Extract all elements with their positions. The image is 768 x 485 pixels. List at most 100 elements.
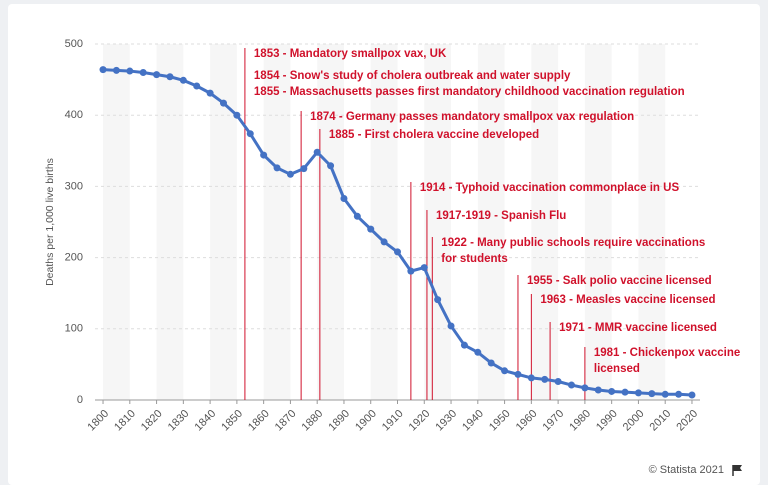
- x-tick-label: 1940: [460, 408, 486, 434]
- x-tick-label: 1830: [166, 408, 192, 434]
- band: [317, 44, 344, 400]
- x-tick-label: 1890: [326, 408, 352, 434]
- x-tick-label: 1800: [85, 408, 111, 434]
- y-tick-label: 0: [77, 394, 83, 406]
- x-tick-label: 1960: [514, 408, 540, 434]
- data-point: [434, 296, 442, 304]
- annotation-text: 1981 - Chickenpox vaccine: [594, 347, 740, 359]
- data-point: [594, 386, 602, 394]
- data-point: [420, 264, 428, 272]
- data-point: [608, 387, 616, 395]
- annotation-text: 1914 - Typhoid vaccination commonplace i…: [420, 182, 680, 194]
- data-point: [460, 341, 468, 349]
- x-tick-label: 1920: [407, 408, 433, 434]
- data-point: [648, 390, 656, 398]
- x-tick-label: 1990: [594, 408, 620, 434]
- data-point: [621, 388, 629, 396]
- y-tick-label: 300: [65, 180, 83, 192]
- data-point: [568, 381, 576, 389]
- x-tick-label: 1860: [246, 408, 272, 434]
- band: [531, 44, 559, 400]
- band: [156, 44, 184, 400]
- x-tick-label: 1900: [353, 408, 379, 434]
- x-tick-label: 1970: [540, 408, 566, 434]
- data-point: [153, 71, 161, 79]
- data-point: [193, 82, 201, 90]
- annotation-text: for students: [441, 253, 507, 265]
- data-point: [313, 148, 321, 156]
- data-point: [661, 390, 669, 398]
- data-point: [554, 377, 562, 385]
- footer: © Statista 2021: [649, 464, 724, 476]
- data-point: [527, 374, 535, 382]
- data-point: [675, 390, 683, 398]
- band: [424, 44, 452, 400]
- data-point: [474, 348, 482, 356]
- data-point: [634, 389, 642, 397]
- data-point: [286, 170, 294, 178]
- data-point: [327, 162, 335, 170]
- data-point: [407, 267, 415, 275]
- data-point: [112, 66, 120, 74]
- x-tick-label: 1980: [567, 408, 593, 434]
- data-point: [206, 89, 214, 97]
- data-point: [300, 165, 308, 173]
- x-tick-label: 2000: [621, 408, 647, 434]
- band: [263, 44, 291, 400]
- data-point: [487, 359, 495, 367]
- data-point: [447, 322, 455, 330]
- x-tick-label: 1950: [487, 408, 513, 434]
- x-tick-label: 2020: [674, 408, 700, 434]
- x-tick-label: 1840: [192, 408, 218, 434]
- data-point: [581, 384, 589, 392]
- band: [584, 44, 612, 400]
- data-point: [166, 73, 174, 81]
- x-tick-label: 1910: [380, 408, 406, 434]
- annotation-text: 1955 - Salk polio vaccine licensed: [527, 275, 712, 287]
- y-tick-label: 400: [65, 109, 83, 121]
- data-point: [260, 151, 268, 159]
- data-point: [688, 391, 696, 399]
- data-point: [246, 130, 254, 138]
- y-tick-label: 200: [65, 252, 83, 264]
- data-point: [126, 67, 134, 75]
- data-point: [139, 68, 147, 76]
- annotation-text: 1855 - Massachusetts passes first mandat…: [254, 86, 685, 98]
- y-tick-label: 500: [65, 38, 83, 50]
- data-point: [340, 195, 348, 203]
- data-point: [380, 238, 388, 246]
- x-tick-label: 2010: [648, 408, 674, 434]
- x-tick-label: 1930: [433, 408, 459, 434]
- annotation-text: 1971 - MMR vaccine licensed: [559, 322, 717, 334]
- x-tick-label: 1820: [139, 408, 165, 434]
- x-tick-label: 1810: [112, 408, 138, 434]
- data-point: [353, 212, 361, 220]
- y-tick-label: 100: [65, 323, 83, 335]
- data-point: [233, 111, 241, 119]
- data-point: [501, 367, 509, 375]
- annotation-text: 1853 - Mandatory smallpox vax, UK: [254, 48, 447, 60]
- data-point: [541, 375, 549, 383]
- annotation-text: 1874 - Germany passes mandatory smallpox…: [310, 111, 634, 123]
- x-tick-label: 1870: [273, 408, 299, 434]
- annotation-text: 1963 - Measles vaccine licensed: [540, 294, 715, 306]
- annotation-text: 1917-1919 - Spanish Flu: [436, 210, 566, 222]
- data-point: [219, 99, 227, 107]
- annotation-text: 1885 - First cholera vaccine developed: [329, 129, 539, 141]
- band: [638, 44, 666, 400]
- data-point: [367, 225, 375, 233]
- flag-icon: [732, 465, 742, 476]
- band: [477, 44, 505, 400]
- data-point: [273, 164, 281, 172]
- annotation-text: 1854 - Snow's study of cholera outbreak …: [254, 70, 571, 82]
- y-axis-label: Deaths per 1,000 live births: [44, 158, 56, 286]
- data-point: [394, 248, 401, 256]
- band: [103, 44, 130, 400]
- x-tick-label: 1880: [300, 408, 326, 434]
- annotation-text: licensed: [594, 363, 640, 375]
- data-point: [514, 370, 522, 378]
- band: [370, 44, 398, 400]
- data-point: [179, 76, 187, 84]
